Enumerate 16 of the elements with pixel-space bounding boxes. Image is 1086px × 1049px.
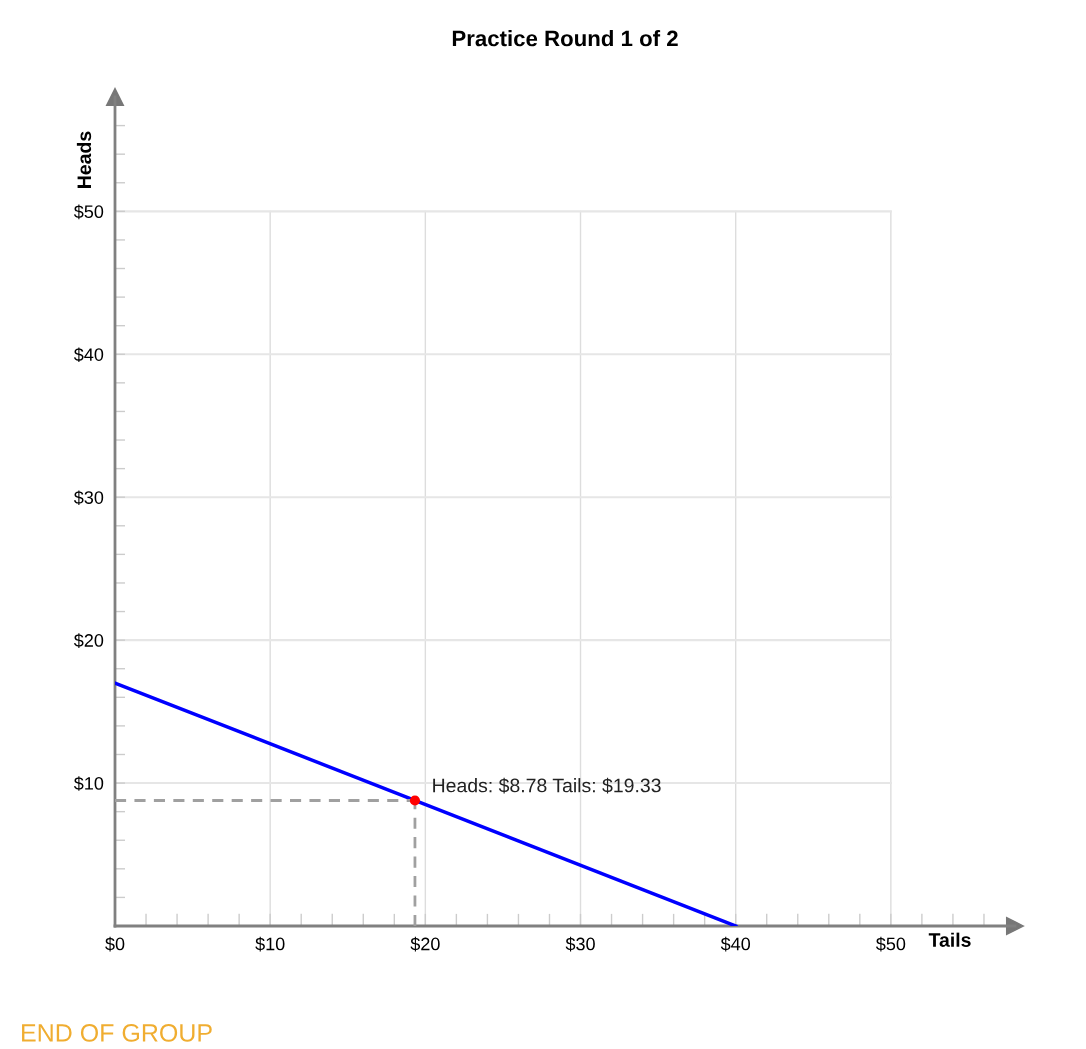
x-axis-title: Tails: [928, 932, 971, 947]
x-tick-label: $20: [410, 936, 440, 952]
x-tick-label: $30: [565, 936, 595, 952]
x-tick-label: $0: [105, 936, 125, 952]
x-tick-label: $50: [876, 936, 906, 952]
y-tick-label: $50: [73, 204, 104, 220]
y-tick-label: $20: [73, 633, 104, 648]
text: END OF GROUP: [22, 1024, 212, 1042]
y-tick-label: $10: [73, 776, 104, 791]
x-tick-label: $40: [720, 936, 751, 952]
x-tick-label: $10: [255, 936, 285, 952]
y-axis-title: Heads: [76, 131, 92, 188]
chart-title: Practice Round 1 of 2: [452, 30, 678, 47]
annotation: Heads: $8.78 Tails: $19.33: [433, 777, 661, 794]
y-tick-label: $30: [73, 490, 104, 505]
y-tick-label: $40: [73, 347, 104, 363]
